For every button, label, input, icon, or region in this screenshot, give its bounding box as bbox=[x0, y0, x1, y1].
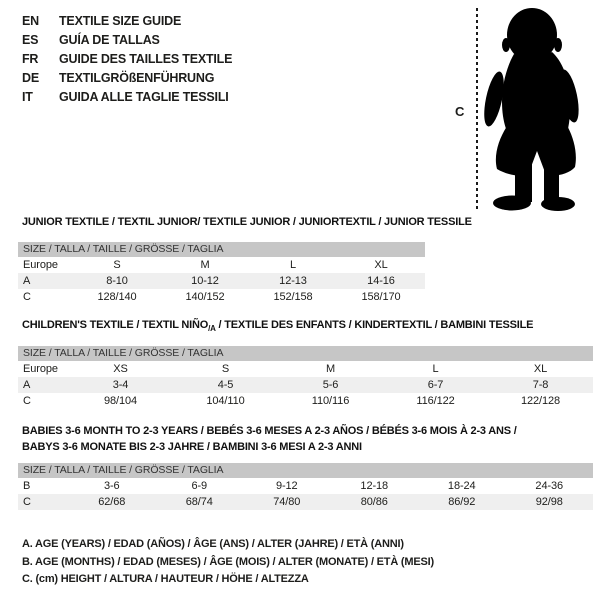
size-cell: 24-36 bbox=[535, 480, 564, 492]
table-row-europe: Europe S M L XL bbox=[18, 257, 425, 273]
size-cell: 14-16 bbox=[367, 275, 395, 287]
table-row-europe: Europe XS S M L XL bbox=[18, 361, 593, 377]
table-row-c: C 128/140 140/152 152/158 158/170 bbox=[18, 289, 425, 305]
legend-line-c: C. (cm) HEIGHT / ALTURA / HAUTEUR / HÖHE… bbox=[22, 573, 309, 586]
language-row-it: IT GUIDA ALLE TAGLIE TESSILI bbox=[22, 88, 232, 107]
size-cell: S bbox=[221, 363, 230, 375]
size-cell: XL bbox=[533, 363, 548, 375]
row-label-cell: C bbox=[23, 291, 31, 303]
table-row-b: B 3-6 6-9 9-12 12-18 18-24 24-36 bbox=[18, 478, 593, 494]
row-label-cell: Europe bbox=[23, 363, 58, 375]
junior-section-title: JUNIOR TEXTILE / TEXTIL JUNIOR/ TEXTILE … bbox=[22, 216, 472, 228]
baby-figure: C bbox=[440, 0, 600, 215]
table-row-a: A 3-4 4-5 5-6 6-7 7-8 bbox=[18, 377, 593, 393]
babies-title-line1: BABIES 3-6 MONTH TO 2-3 YEARS / BEBÉS 3-… bbox=[22, 425, 517, 437]
size-cell: L bbox=[289, 259, 297, 271]
language-code: IT bbox=[22, 90, 33, 104]
size-cell: L bbox=[432, 363, 439, 375]
size-cell: 18-24 bbox=[447, 480, 476, 492]
row-label-cell: B bbox=[23, 480, 31, 492]
row-label-cell: Europe bbox=[23, 259, 58, 271]
size-cell: S bbox=[113, 259, 121, 271]
legend-line-b: B. AGE (MONTHS) / EDAD (MESES) / ÂGE (MO… bbox=[22, 555, 434, 568]
language-row-en: EN TEXTILE SIZE GUIDE bbox=[22, 12, 232, 31]
size-cell: 80/86 bbox=[360, 496, 388, 508]
babies-title-line2: BABYS 3-6 MONATE BIS 2-3 JAHRE / BAMBINI… bbox=[22, 441, 362, 453]
size-cell: 12-18 bbox=[360, 480, 389, 492]
size-cell: XS bbox=[113, 363, 128, 375]
size-cell: 110/116 bbox=[311, 395, 350, 407]
babies-size-table: SIZE / TALLA / TAILLE / GRÖSSE / TAGLIA … bbox=[18, 463, 593, 510]
size-cell: 8-10 bbox=[106, 275, 128, 287]
size-cell: 9-12 bbox=[275, 480, 298, 492]
language-label: GUIDA ALLE TAGLIE TESSILI bbox=[59, 90, 229, 104]
size-cell: M bbox=[200, 259, 210, 271]
height-dotted-line bbox=[476, 8, 478, 210]
size-cell: 122/128 bbox=[520, 395, 561, 407]
size-cell: 12-13 bbox=[279, 275, 307, 287]
children-section-title: CHILDREN'S TEXTILE / TEXTIL NIÑO/A / TEX… bbox=[22, 319, 534, 334]
junior-size-table: SIZE / TALLA / TAILLE / GRÖSSE / TAGLIA … bbox=[18, 242, 425, 305]
size-cell: 104/110 bbox=[206, 395, 245, 407]
children-size-table: SIZE / TALLA / TAILLE / GRÖSSE / TAGLIA … bbox=[18, 346, 593, 409]
size-cell: 86/92 bbox=[448, 496, 476, 508]
baby-silhouette-icon bbox=[484, 8, 579, 211]
height-c-label: C bbox=[455, 104, 465, 119]
language-code: EN bbox=[22, 14, 39, 28]
legend-line-a: A. AGE (YEARS) / EDAD (AÑOS) / ÂGE (ANS)… bbox=[22, 538, 404, 550]
row-label-cell: A bbox=[23, 275, 31, 287]
size-cell: 3-6 bbox=[103, 480, 120, 492]
size-cell: 3-4 bbox=[112, 379, 129, 391]
size-cell: 6-7 bbox=[427, 379, 444, 391]
language-row-fr: FR GUIDE DES TAILLES TEXTILE bbox=[22, 50, 232, 69]
size-cell: 152/158 bbox=[273, 291, 313, 303]
size-header-bar: SIZE / TALLA / TAILLE / GRÖSSE / TAGLIA bbox=[18, 346, 593, 361]
table-row-c: C 98/104 104/110 110/116 116/122 122/128 bbox=[18, 393, 593, 409]
children-title-pre: CHILDREN'S TEXTILE / TEXTIL NIÑO bbox=[22, 319, 209, 331]
size-cell: 116/122 bbox=[416, 395, 455, 407]
children-title-post: / TEXTILE DES ENFANTS / KINDERTEXTIL / B… bbox=[215, 319, 534, 331]
size-cell: 74/80 bbox=[273, 496, 301, 508]
language-list: EN TEXTILE SIZE GUIDE ES GUÍA DE TALLAS FR… bbox=[22, 12, 232, 107]
size-cell: XL bbox=[374, 259, 388, 271]
children-title-sub: /A bbox=[208, 324, 216, 334]
language-row-de: DE TEXTILGRÖßENFÜHRUNG bbox=[22, 69, 232, 88]
language-label: GUÍA DE TALLAS bbox=[59, 33, 160, 47]
size-cell: 7-8 bbox=[532, 379, 549, 391]
size-cell: 4-5 bbox=[217, 379, 234, 391]
language-code: FR bbox=[22, 52, 39, 66]
size-cell: 68/74 bbox=[185, 496, 213, 508]
row-label-cell: C bbox=[23, 395, 31, 407]
language-code: ES bbox=[22, 33, 39, 47]
size-cell: M bbox=[325, 363, 336, 375]
size-cell: 158/170 bbox=[361, 291, 401, 303]
language-label: GUIDE DES TAILLES TEXTILE bbox=[59, 52, 233, 66]
measure-legend: A. AGE (YEARS) / EDAD (AÑOS) / ÂGE (ANS)… bbox=[22, 536, 434, 589]
language-row-es: ES GUÍA DE TALLAS bbox=[22, 31, 232, 50]
size-cell: 92/98 bbox=[535, 496, 563, 508]
babies-section-title: BABIES 3-6 MONTH TO 2-3 YEARS / BEBÉS 3-… bbox=[22, 423, 517, 455]
size-cell: 10-12 bbox=[191, 275, 219, 287]
size-cell: 62/68 bbox=[98, 496, 126, 508]
size-header-bar: SIZE / TALLA / TAILLE / GRÖSSE / TAGLIA bbox=[18, 463, 593, 478]
size-cell: 98/104 bbox=[103, 395, 138, 407]
size-cell: 5-6 bbox=[322, 379, 339, 391]
language-label: TEXTILE SIZE GUIDE bbox=[59, 14, 182, 28]
row-label-cell: C bbox=[23, 496, 31, 508]
table-row-c: C 62/68 68/74 74/80 80/86 86/92 92/98 bbox=[18, 494, 593, 510]
row-label-cell: A bbox=[23, 379, 31, 391]
size-cell: 6-9 bbox=[191, 480, 208, 492]
size-cell: 140/152 bbox=[185, 291, 225, 303]
size-header-bar: SIZE / TALLA / TAILLE / GRÖSSE / TAGLIA bbox=[18, 242, 425, 257]
language-code: DE bbox=[22, 71, 39, 85]
language-label: TEXTILGRÖßENFÜHRUNG bbox=[59, 71, 215, 85]
size-cell: 128/140 bbox=[97, 291, 137, 303]
table-row-a: A 8-10 10-12 12-13 14-16 bbox=[18, 273, 425, 289]
